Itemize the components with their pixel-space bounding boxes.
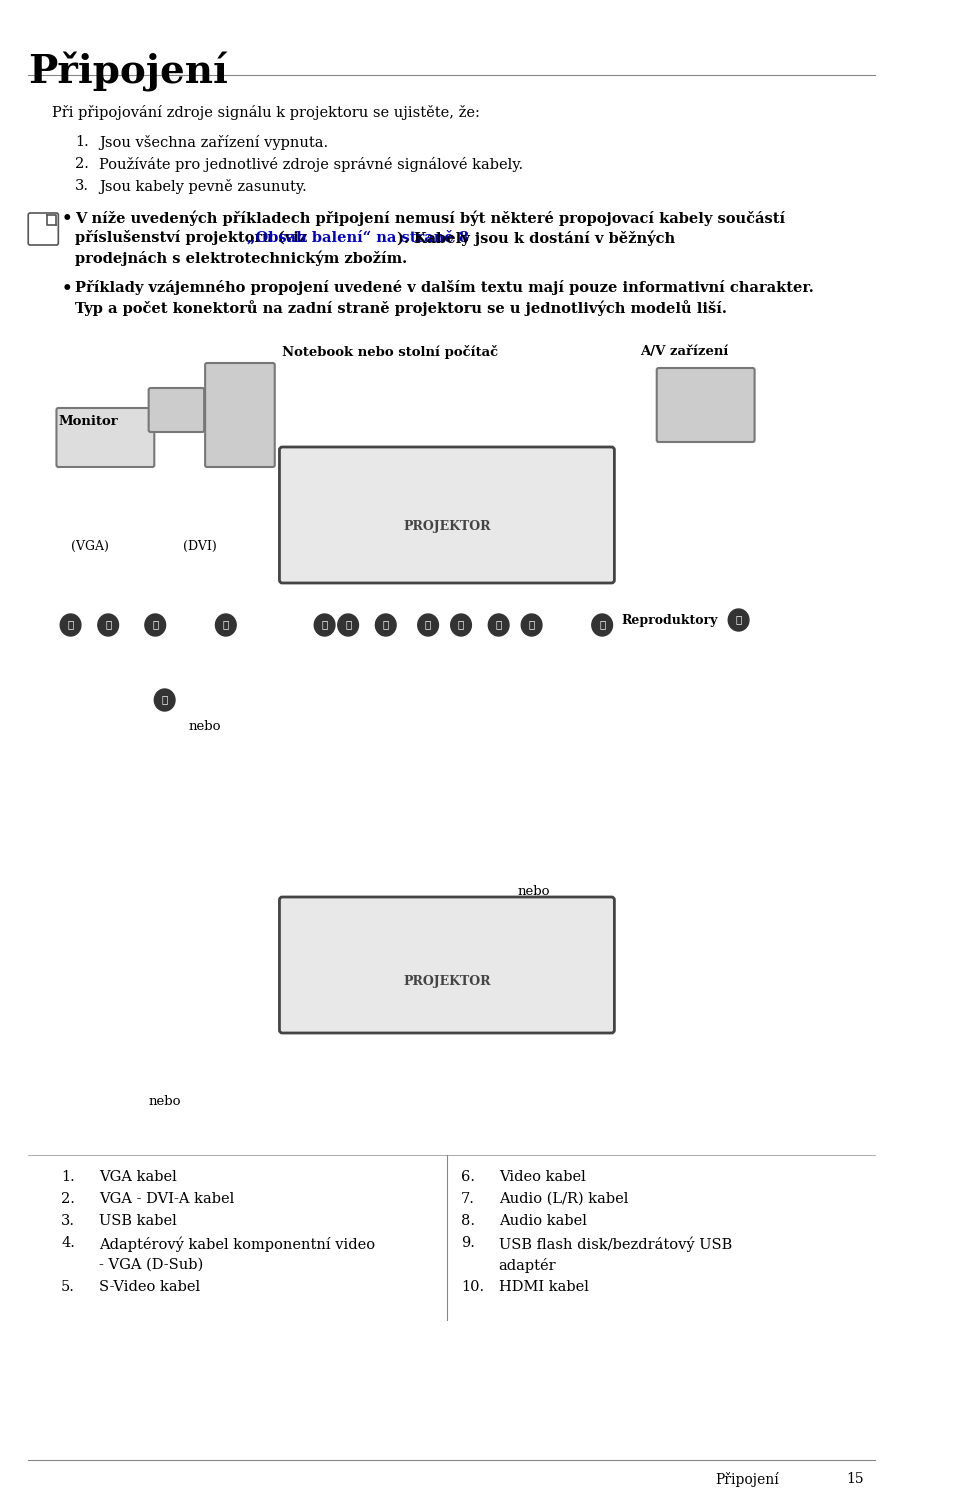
Text: (DVI): (DVI) xyxy=(183,540,217,554)
Circle shape xyxy=(215,613,236,636)
Text: nebo: nebo xyxy=(517,886,550,898)
Text: HDMI kabel: HDMI kabel xyxy=(498,1281,588,1294)
Text: 15: 15 xyxy=(847,1472,864,1486)
Text: ②: ② xyxy=(105,621,111,630)
Text: ⑧: ⑧ xyxy=(599,621,606,630)
Circle shape xyxy=(338,613,358,636)
Text: příslušenství projektoru (viz: příslušenství projektoru (viz xyxy=(75,230,313,245)
Text: 9.: 9. xyxy=(461,1236,475,1251)
Text: 7.: 7. xyxy=(461,1192,475,1206)
Text: V níže uvedených příkladech připojení nemusí být některé propojovací kabely souč: V níže uvedených příkladech připojení ne… xyxy=(75,209,785,226)
Circle shape xyxy=(489,613,509,636)
Text: Video kabel: Video kabel xyxy=(498,1170,586,1183)
Text: ⑧: ⑧ xyxy=(425,621,431,630)
Text: Příklady vzájemného propojení uvedené v dalším textu mají pouze informativní cha: Příklady vzájemného propojení uvedené v … xyxy=(75,280,814,295)
Circle shape xyxy=(450,613,471,636)
Text: ①: ① xyxy=(67,621,74,630)
Text: adaptér: adaptér xyxy=(498,1258,556,1273)
Text: nebo: nebo xyxy=(149,1095,180,1109)
Text: A/V zařízení: A/V zařízení xyxy=(639,346,729,358)
Text: USB flash disk/bezdrátový USB: USB flash disk/bezdrátový USB xyxy=(498,1236,732,1252)
Text: 3.: 3. xyxy=(75,180,89,193)
Text: ⑦: ⑦ xyxy=(528,621,535,630)
FancyBboxPatch shape xyxy=(279,447,614,583)
Text: Reproduktory: Reproduktory xyxy=(621,613,717,627)
Text: Adaptérový kabel komponentní video: Adaptérový kabel komponentní video xyxy=(99,1236,375,1252)
Text: 3.: 3. xyxy=(61,1213,75,1228)
Text: USB kabel: USB kabel xyxy=(99,1213,177,1228)
FancyBboxPatch shape xyxy=(57,331,847,1121)
Text: Při připojování zdroje signálu k projektoru se ujistěte, že:: Při připojování zdroje signálu k projekt… xyxy=(52,105,480,120)
FancyBboxPatch shape xyxy=(279,898,614,1034)
Circle shape xyxy=(375,613,396,636)
Text: Připojení: Připojení xyxy=(715,1472,779,1487)
Circle shape xyxy=(145,613,165,636)
Text: 10.: 10. xyxy=(461,1281,484,1294)
Text: •: • xyxy=(61,209,72,227)
Text: ⑥: ⑥ xyxy=(495,621,502,630)
Text: prodejnách s elektrotechnickým zbožím.: prodejnách s elektrotechnickým zbožím. xyxy=(75,250,407,265)
Text: 2.: 2. xyxy=(61,1192,75,1206)
FancyBboxPatch shape xyxy=(57,408,155,467)
Text: ⑩: ⑩ xyxy=(345,621,351,630)
Circle shape xyxy=(314,613,335,636)
Circle shape xyxy=(98,613,118,636)
Text: Audio (L/R) kabel: Audio (L/R) kabel xyxy=(498,1192,628,1206)
Text: - VGA (D-Sub): - VGA (D-Sub) xyxy=(99,1258,204,1272)
Text: S-Video kabel: S-Video kabel xyxy=(99,1281,200,1294)
Text: ). Kabely jsou k dostání v běžných: ). Kabely jsou k dostání v běžných xyxy=(396,230,675,245)
Text: 1.: 1. xyxy=(61,1170,75,1183)
Circle shape xyxy=(418,613,439,636)
Text: ⑧: ⑧ xyxy=(735,615,742,624)
Text: ⑨: ⑨ xyxy=(161,696,168,705)
Circle shape xyxy=(155,690,175,711)
Circle shape xyxy=(729,609,749,631)
Circle shape xyxy=(591,613,612,636)
Text: VGA kabel: VGA kabel xyxy=(99,1170,177,1183)
Text: ④: ④ xyxy=(383,621,389,630)
Text: nebo: nebo xyxy=(188,720,221,733)
Text: VGA - DVI-A kabel: VGA - DVI-A kabel xyxy=(99,1192,234,1206)
Text: ③: ③ xyxy=(152,621,158,630)
Text: Notebook nebo stolní počítač: Notebook nebo stolní počítač xyxy=(282,346,498,359)
Circle shape xyxy=(521,613,542,636)
Text: (VGA): (VGA) xyxy=(71,540,108,554)
Text: Připojení: Připojení xyxy=(28,52,228,91)
Text: 2.: 2. xyxy=(75,157,89,171)
Text: „Obsah balení“ na straně 8: „Obsah balení“ na straně 8 xyxy=(248,230,469,244)
FancyBboxPatch shape xyxy=(28,212,59,245)
Text: Používáte pro jednotlivé zdroje správné signálové kabely.: Používáte pro jednotlivé zdroje správné … xyxy=(99,157,523,172)
Circle shape xyxy=(60,613,81,636)
Text: Typ a počet konektorů na zadní straně projektoru se u jednotlivých modelů liší.: Typ a počet konektorů na zadní straně pr… xyxy=(75,301,727,316)
Text: 5.: 5. xyxy=(61,1281,75,1294)
Text: ①: ① xyxy=(223,621,228,630)
Text: Jsou všechna zařízení vypnuta.: Jsou všechna zařízení vypnuta. xyxy=(99,135,328,150)
Text: 4.: 4. xyxy=(61,1236,75,1251)
Text: Jsou kabely pevně zasunuty.: Jsou kabely pevně zasunuty. xyxy=(99,180,306,194)
Text: ⑤: ⑤ xyxy=(458,621,464,630)
FancyBboxPatch shape xyxy=(657,368,755,441)
Text: •: • xyxy=(61,280,72,298)
Text: ⑧: ⑧ xyxy=(322,621,327,630)
Text: PROJEKTOR: PROJEKTOR xyxy=(403,521,491,533)
Text: 6.: 6. xyxy=(461,1170,475,1183)
FancyBboxPatch shape xyxy=(205,364,275,467)
Text: Audio kabel: Audio kabel xyxy=(498,1213,587,1228)
Text: Monitor: Monitor xyxy=(59,414,118,428)
Text: 1.: 1. xyxy=(75,135,89,150)
Text: 8.: 8. xyxy=(461,1213,475,1228)
FancyBboxPatch shape xyxy=(149,387,204,432)
Text: PROJEKTOR: PROJEKTOR xyxy=(403,975,491,987)
